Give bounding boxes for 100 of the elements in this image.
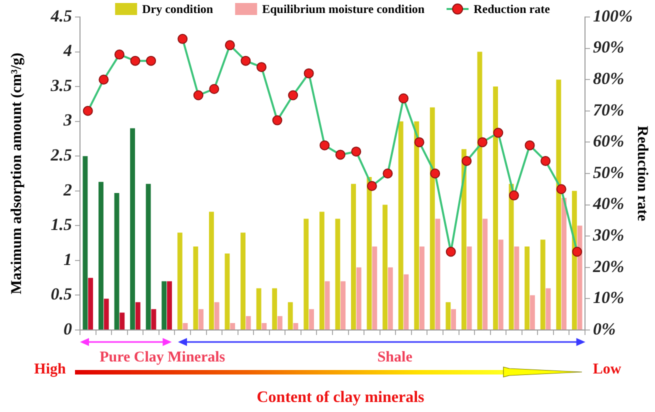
point	[572, 246, 582, 257]
bar	[277, 316, 282, 330]
bar	[356, 267, 362, 330]
y2-tick-label: 100%	[593, 6, 633, 26]
bar	[182, 323, 188, 330]
point	[240, 56, 251, 66]
legend-label: Dry condition	[142, 2, 214, 16]
bar	[508, 184, 514, 330]
y-tick-label: 1.5	[50, 215, 72, 234]
text: Shale	[377, 350, 412, 366]
point	[556, 184, 566, 194]
y2-tick-label: 50%	[593, 162, 624, 182]
bar	[98, 182, 104, 330]
bar	[256, 288, 262, 330]
y-axis-title: Maximum adsorption amount (cm³/g)	[8, 52, 25, 294]
point	[272, 115, 282, 126]
bar	[388, 267, 393, 330]
bar	[162, 281, 167, 330]
point	[524, 140, 535, 150]
point	[320, 140, 330, 150]
point	[193, 90, 204, 100]
y2-tick-label: 80%	[593, 68, 624, 88]
point	[446, 246, 456, 257]
y2-axis-title: Reduction rate	[634, 126, 650, 222]
bar	[324, 281, 330, 330]
bar	[546, 288, 551, 330]
bar	[272, 288, 278, 330]
y2-tick-label: 70%	[593, 100, 624, 120]
bar	[120, 312, 125, 330]
point	[508, 190, 519, 200]
bar	[372, 246, 378, 330]
bar	[88, 278, 94, 330]
bar	[577, 226, 582, 330]
point	[114, 50, 124, 60]
point	[430, 168, 440, 178]
y-tick-label: 3.5	[50, 76, 72, 95]
bar	[146, 184, 151, 330]
bar	[404, 274, 409, 330]
bar	[461, 149, 466, 330]
bar	[135, 302, 140, 330]
point	[178, 34, 188, 44]
point	[351, 146, 362, 157]
point	[477, 137, 488, 148]
y-tick-label: 0	[64, 319, 72, 338]
bar	[293, 323, 298, 330]
y-tick-label: 0.5	[50, 284, 72, 304]
bar	[430, 107, 435, 330]
point	[256, 62, 266, 72]
bar	[451, 309, 456, 330]
point	[209, 84, 220, 94]
y2-tick-label: 90%	[593, 38, 624, 57]
bar	[246, 316, 251, 330]
bar	[240, 232, 246, 330]
bar	[167, 281, 172, 330]
bar	[309, 309, 314, 330]
bar	[482, 218, 488, 330]
bar	[214, 302, 220, 330]
bar	[114, 192, 120, 330]
point	[462, 156, 472, 166]
bar	[262, 323, 267, 330]
point	[288, 90, 298, 100]
bar	[151, 309, 156, 330]
text: Low	[592, 362, 622, 378]
bar	[82, 156, 88, 330]
bar	[514, 246, 520, 330]
bar	[493, 86, 498, 330]
bar	[230, 323, 236, 330]
bar	[104, 298, 109, 330]
point	[82, 106, 93, 116]
bar	[177, 232, 182, 330]
bar	[335, 218, 340, 330]
bar	[498, 240, 504, 330]
y2-tick-label: 20%	[592, 256, 624, 276]
legend-label: Equilibrium moisture condition	[262, 2, 425, 16]
text: Pure Clay Minerals	[100, 350, 226, 366]
bar	[193, 246, 198, 330]
bar	[130, 128, 136, 330]
bar	[530, 295, 535, 330]
bar	[208, 212, 214, 330]
point	[130, 56, 140, 66]
bar	[288, 302, 293, 330]
point	[335, 150, 346, 160]
y-tick-label: 4.5	[50, 6, 72, 26]
y-tick-label: 1	[64, 250, 72, 269]
bar	[556, 80, 562, 330]
point	[366, 181, 377, 192]
legend-label: Reduction rate	[474, 2, 551, 16]
bar	[198, 309, 204, 330]
point	[304, 68, 314, 78]
point	[398, 93, 409, 104]
bar	[224, 253, 230, 330]
point	[414, 137, 424, 148]
y2-tick-label: 60%	[593, 132, 624, 151]
bar	[420, 246, 424, 330]
y2-tick-label: 30%	[592, 225, 624, 244]
point	[98, 74, 109, 85]
point	[493, 128, 504, 138]
bar	[304, 218, 309, 330]
point	[540, 156, 551, 166]
x-axis-title: Content of clay minerals	[256, 389, 424, 406]
